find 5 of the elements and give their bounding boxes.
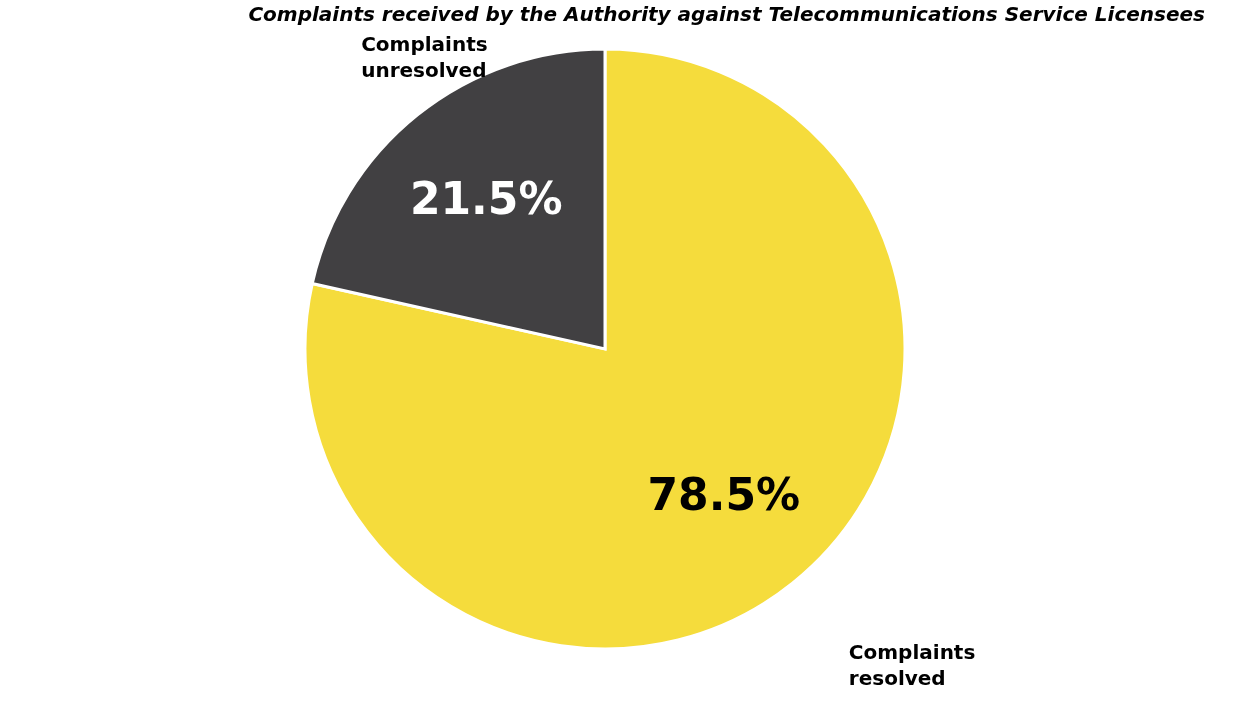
slice-label: Complaints resolved [848,640,976,691]
data-label: 21.5% [409,172,563,224]
slice-label: Complaints unresolved [361,31,488,82]
chart-title: Complaints received by the Authority against Telecommunications Service Licensees [248,2,1206,26]
data-label: 78.5% [647,469,801,521]
